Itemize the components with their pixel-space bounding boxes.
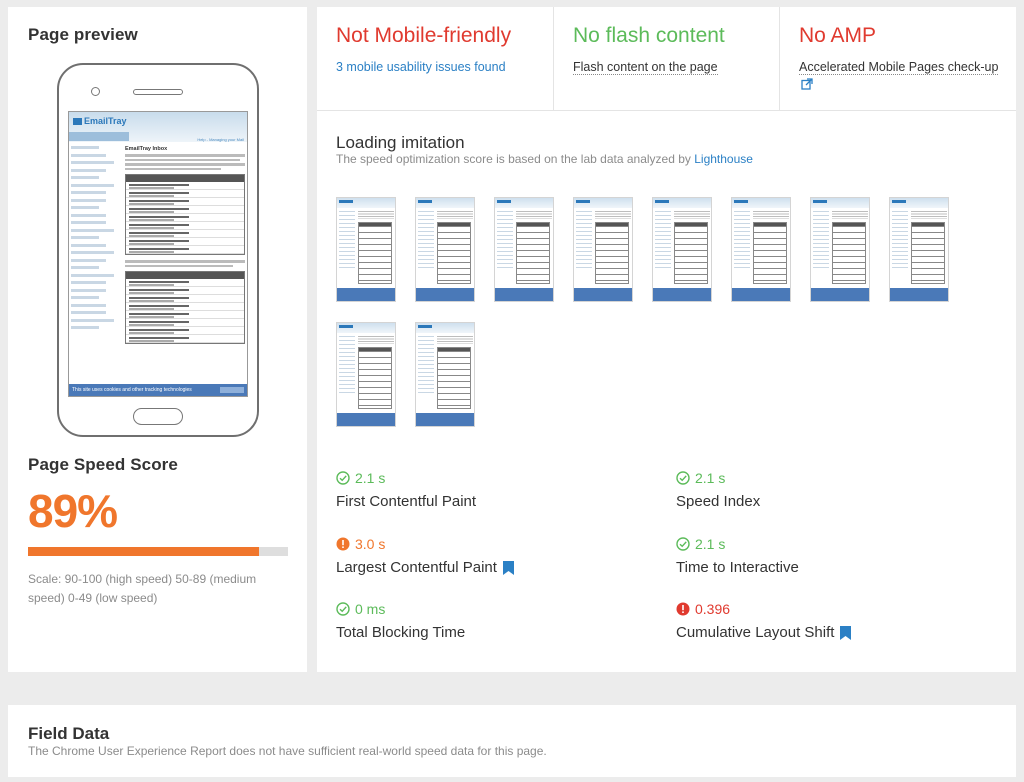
- site-cookie-button: [220, 387, 244, 393]
- metric-cls: 0.396 Cumulative Layout Shift: [676, 601, 852, 641]
- page-preview-title: Page preview: [28, 25, 138, 44]
- mobile-issues-link[interactable]: 3 mobile usability issues found: [336, 60, 506, 74]
- field-data-title: Field Data: [28, 724, 110, 743]
- loading-frame-thumbnail: [573, 197, 633, 302]
- external-link-icon[interactable]: [801, 78, 813, 90]
- metric-si-value: 2.1 s: [695, 470, 726, 486]
- mobile-friendly-title: Not Mobile-friendly: [336, 24, 512, 47]
- amp-check-link[interactable]: Accelerated Mobile Pages check-up: [799, 60, 999, 75]
- amp-cell: No AMP Accelerated Mobile Pages check-up: [780, 7, 1016, 111]
- metric-tbt-label: Total Blocking Time: [336, 624, 466, 641]
- metric-cls-value-row: 0.396: [676, 601, 851, 617]
- loading-frame-thumbnail: [889, 197, 949, 302]
- metric-lcp-label: Largest Contentful Paint: [336, 559, 497, 576]
- site-header: EmailTray Help - Managing your Mail: [69, 112, 247, 142]
- metric-cls-label-row: Cumulative Layout Shift: [676, 624, 852, 641]
- check-circle-icon: [336, 471, 350, 485]
- site-cookie-banner: This site uses cookies and other trackin…: [69, 384, 247, 396]
- metric-tbt-value-row: 0 ms: [336, 601, 465, 617]
- loading-frame-thumbnail: [336, 322, 396, 427]
- loading-frame-thumbnail: [494, 197, 554, 302]
- phone-speaker-icon: [133, 89, 183, 95]
- metric-cls-label: Cumulative Layout Shift: [676, 624, 835, 641]
- loading-subtitle-text: The speed optimization score is based on…: [336, 152, 691, 166]
- site-nav-bar: [69, 132, 129, 141]
- metric-si: 2.1 s Speed Index: [676, 470, 760, 510]
- metric-lcp-value-row: 3.0 s: [336, 536, 514, 552]
- score-scale-text: Scale: 90-100 (high speed) 50-89 (medium…: [28, 572, 257, 605]
- site-cookie-text: This site uses cookies and other trackin…: [72, 387, 192, 393]
- metric-tti-value: 2.1 s: [695, 536, 726, 552]
- mobile-friendly-cell: Not Mobile-friendly 3 mobile usability i…: [317, 7, 554, 111]
- flash-content-title: No flash content: [573, 24, 725, 47]
- site-message-list: [125, 174, 245, 255]
- phone-camera-icon: [91, 87, 100, 96]
- site-logo: EmailTray: [73, 116, 127, 126]
- loading-imitation-subtitle: The speed optimization score is based on…: [336, 152, 753, 166]
- phone-screen: EmailTray Help - Managing your Mail Emai…: [68, 111, 248, 397]
- metric-fcp-value: 2.1 s: [355, 470, 386, 486]
- site-heading: EmailTray Inbox: [125, 146, 168, 152]
- metric-tti: 2.1 s Time to Interactive: [676, 536, 799, 576]
- page-speed-title: Page Speed Score: [28, 455, 178, 474]
- metric-si-label: Speed Index: [676, 493, 761, 510]
- loading-frame-thumbnail: [652, 197, 712, 302]
- metric-fcp: 2.1 s First Contentful Paint: [336, 470, 476, 510]
- field-data-subtitle: The Chrome User Experience Report does n…: [28, 744, 547, 758]
- metric-lcp-value: 3.0 s: [355, 536, 386, 552]
- score-progress-fill: [28, 547, 260, 556]
- metric-fcp-label: First Contentful Paint: [336, 493, 477, 510]
- flash-content-cell: No flash content Flash content on the pa…: [554, 7, 780, 111]
- site-logo-text: EmailTray: [84, 116, 127, 126]
- flash-content-link[interactable]: Flash content on the page: [573, 60, 718, 75]
- warning-circle-icon: [336, 537, 350, 551]
- site-sidebar: [71, 146, 121, 334]
- loading-frame-thumbnail: [731, 197, 791, 302]
- error-circle-icon: [676, 602, 690, 616]
- page-preview-card: Page preview EmailTray Help - Managing y…: [8, 7, 307, 672]
- field-data-card: Field Data The Chrome User Experience Re…: [8, 705, 1016, 777]
- loading-imitation-title: Loading imitation: [336, 133, 465, 152]
- metric-fcp-value-row: 2.1 s: [336, 470, 476, 486]
- site-content: EmailTray Inbox: [125, 146, 245, 344]
- site-message-list-2: [125, 271, 245, 344]
- metric-lcp: 3.0 s Largest Contentful Paint: [336, 536, 514, 576]
- lighthouse-link[interactable]: Lighthouse: [694, 152, 753, 166]
- metric-tbt: 0 ms Total Blocking Time: [336, 601, 465, 641]
- metric-tti-value-row: 2.1 s: [676, 536, 799, 552]
- metric-si-value-row: 2.1 s: [676, 470, 760, 486]
- amp-title: No AMP: [799, 24, 877, 47]
- metric-cls-value: 0.396: [695, 601, 731, 617]
- check-circle-icon: [676, 537, 690, 551]
- phone-home-button-icon: [133, 408, 183, 425]
- metric-lcp-label-row: Largest Contentful Paint: [336, 559, 514, 576]
- loading-frame-thumbnail: [415, 322, 475, 427]
- site-help-link: Help - Managing your Mail: [197, 137, 244, 142]
- site-logo-icon: [73, 118, 82, 126]
- loading-frame-thumbnail: [336, 197, 396, 302]
- results-card: Not Mobile-friendly 3 mobile usability i…: [317, 7, 1016, 672]
- loading-frame-thumbnail: [810, 197, 870, 302]
- metric-tti-label: Time to Interactive: [676, 559, 799, 576]
- phone-mockup: EmailTray Help - Managing your Mail Emai…: [57, 63, 259, 437]
- page-speed-score: 89%: [28, 485, 118, 537]
- bookmark-icon[interactable]: [502, 560, 514, 575]
- check-circle-icon: [336, 602, 350, 616]
- check-circle-icon: [676, 471, 690, 485]
- loading-frame-thumbnail: [415, 197, 475, 302]
- score-progress-bar: [28, 547, 288, 556]
- bookmark-icon[interactable]: [840, 625, 852, 640]
- metric-tbt-value: 0 ms: [355, 601, 386, 617]
